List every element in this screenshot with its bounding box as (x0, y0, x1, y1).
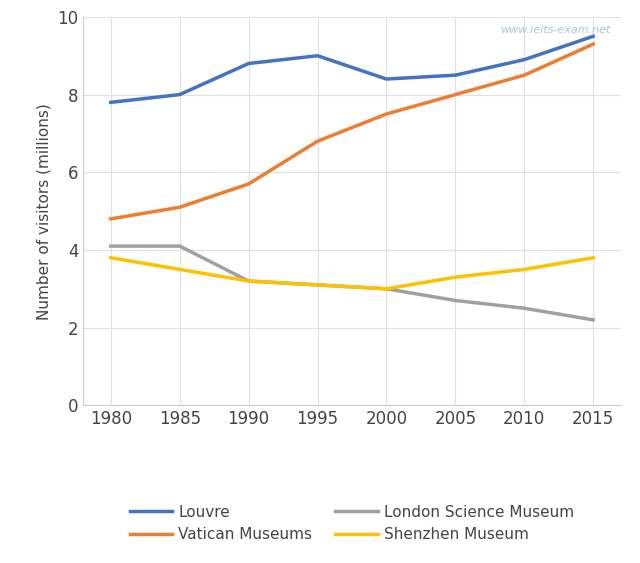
Text: www.ielts-exam.net: www.ielts-exam.net (500, 25, 610, 35)
Y-axis label: Number of visitors (millions): Number of visitors (millions) (36, 103, 52, 319)
Legend: Louvre, Vatican Museums, London Science Museum, Shenzhen Museum: Louvre, Vatican Museums, London Science … (124, 498, 580, 548)
